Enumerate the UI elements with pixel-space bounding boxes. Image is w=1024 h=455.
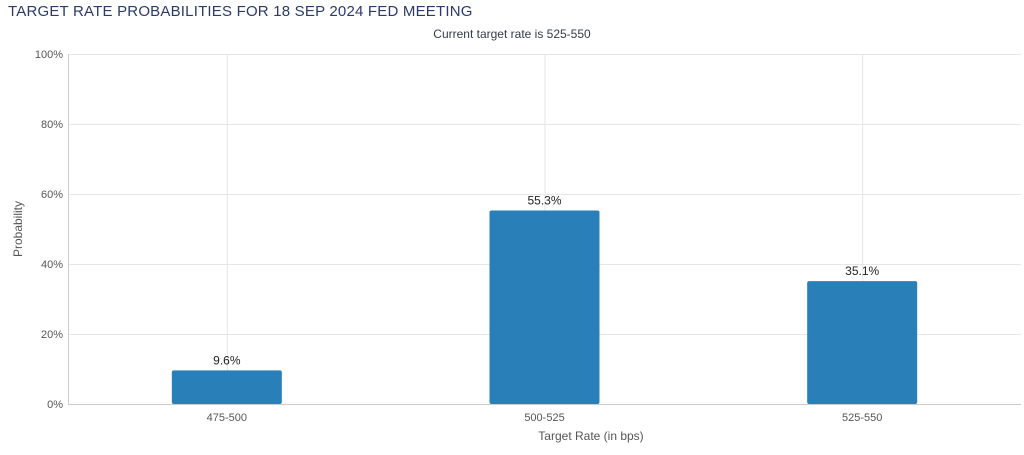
data-label: 35.1% (845, 264, 879, 278)
x-tick-label: 475-500 (207, 412, 247, 424)
y-tick-label: 0% (47, 399, 63, 411)
y-tick-label: 100% (35, 49, 63, 61)
y-tick-label: 60% (41, 189, 63, 201)
chart-subtitle: Current target rate is 525-550 (433, 27, 591, 41)
y-tick-label: 80% (41, 119, 63, 131)
data-label: 55.3% (527, 193, 561, 207)
x-axis-title: Target Rate (in bps) (538, 429, 643, 443)
bar-525-550[interactable] (807, 281, 918, 404)
chart-title: TARGET RATE PROBABILITIES FOR 18 SEP 202… (8, 3, 473, 20)
bar-500-525[interactable] (489, 210, 600, 404)
x-tick-label: 500-525 (524, 412, 564, 424)
bars-layer (171, 210, 918, 404)
y-tick-label: 20% (41, 329, 63, 341)
y-tick-label: 40% (41, 259, 63, 271)
bar-475-500[interactable] (171, 370, 282, 404)
data-label: 9.6% (213, 353, 241, 367)
x-tick-label: 525-550 (842, 412, 882, 424)
y-axis-title: Probability (11, 201, 25, 257)
labels-layer: 0% 20% 40% 60% 80% 100% 9.6% 475-500 55.3% 500-52… (35, 49, 882, 424)
